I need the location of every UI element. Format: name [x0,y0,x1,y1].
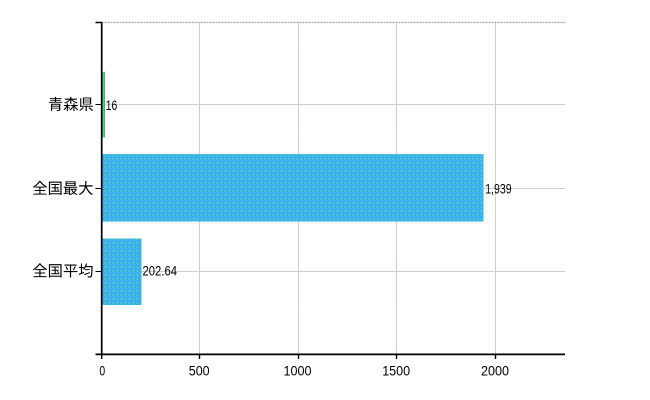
svg-text:1500: 1500 [382,362,410,378]
svg-text:202.64: 202.64 [143,264,178,279]
svg-text:1000: 1000 [284,362,312,378]
svg-text:2000: 2000 [481,362,509,378]
svg-text:0: 0 [99,362,105,378]
svg-text:16: 16 [106,98,118,113]
svg-text:1,939: 1,939 [485,182,511,197]
svg-text:500: 500 [189,362,210,378]
